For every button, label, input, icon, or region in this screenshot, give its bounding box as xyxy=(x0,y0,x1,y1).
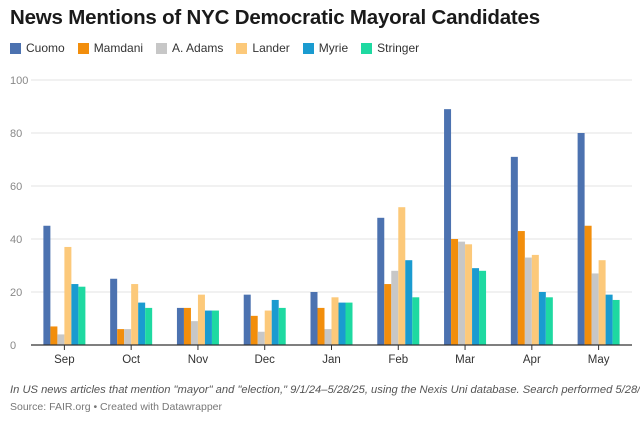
bar xyxy=(176,307,184,345)
x-tick-label: Dec xyxy=(254,354,275,366)
bar xyxy=(398,207,406,345)
bar xyxy=(517,231,525,345)
bar xyxy=(524,257,532,345)
y-tick-label: 100 xyxy=(10,75,28,87)
bar xyxy=(598,260,606,345)
bar xyxy=(64,246,72,345)
legend-item: Mamdani xyxy=(77,41,144,55)
legend-swatch xyxy=(361,42,373,54)
legend-item: Myrie xyxy=(302,41,349,55)
bar xyxy=(190,321,198,345)
y-tick-label: 0 xyxy=(10,340,16,352)
chart-title: News Mentions of NYC Democratic Mayoral … xyxy=(10,6,540,29)
bar xyxy=(405,260,413,345)
bar xyxy=(278,307,286,345)
bar xyxy=(444,109,452,346)
x-tick-label: Jan xyxy=(322,354,341,366)
bar xyxy=(479,270,487,345)
y-tick-label: 60 xyxy=(10,181,22,193)
chart-source: Source: FAIR.org • Created with Datawrap… xyxy=(10,401,223,413)
bar xyxy=(412,297,420,345)
bar xyxy=(465,244,473,345)
bar xyxy=(538,292,546,345)
legend-swatch xyxy=(236,42,248,54)
bar xyxy=(345,302,353,345)
bar xyxy=(131,284,139,345)
y-tick-label: 20 xyxy=(10,287,22,299)
x-tick-label: Nov xyxy=(188,354,209,366)
bar xyxy=(384,284,392,345)
bar xyxy=(317,307,325,345)
bar xyxy=(257,331,265,345)
legend-item: Stringer xyxy=(361,41,419,55)
bar xyxy=(50,326,58,345)
x-tick-label: May xyxy=(588,354,610,366)
bar xyxy=(117,329,125,345)
legend-label: Cuomo xyxy=(26,41,65,55)
legend-label: Lander xyxy=(252,41,290,55)
legend-swatch xyxy=(10,42,21,54)
bar xyxy=(577,133,585,345)
bar xyxy=(264,310,272,345)
bar xyxy=(451,239,459,345)
bar xyxy=(204,310,212,345)
x-tick-label: Feb xyxy=(388,354,408,366)
legend-label: Myrie xyxy=(318,41,349,55)
bar xyxy=(124,329,132,345)
bar xyxy=(391,270,399,345)
bar xyxy=(197,294,205,345)
bar xyxy=(472,268,480,345)
x-tick-label: Mar xyxy=(455,354,475,366)
bar xyxy=(250,315,258,345)
legend-item: Cuomo xyxy=(10,41,65,55)
x-tick-label: Oct xyxy=(122,354,141,366)
bar xyxy=(110,278,118,345)
x-tick-label: Apr xyxy=(523,354,541,366)
bar xyxy=(43,225,51,345)
bar xyxy=(510,156,518,345)
bar xyxy=(545,297,553,345)
bar xyxy=(612,299,620,345)
bar xyxy=(57,334,65,345)
bar xyxy=(211,310,219,345)
bar xyxy=(78,286,86,345)
legend-swatch xyxy=(302,42,314,54)
bar xyxy=(591,273,599,345)
bar xyxy=(71,284,79,345)
bar xyxy=(331,297,339,345)
bar xyxy=(338,302,346,345)
bar xyxy=(584,225,592,345)
legend-item: Lander xyxy=(236,41,290,55)
legend-swatch xyxy=(156,42,168,54)
bar xyxy=(377,217,385,345)
bar xyxy=(605,294,613,345)
legend-swatch xyxy=(77,42,89,54)
bar xyxy=(183,307,191,345)
bar xyxy=(310,292,318,345)
legend: Cuomo Mamdani A. Adams Lander Myrie Stringer xyxy=(10,41,432,55)
y-tick-label: 80 xyxy=(10,128,22,140)
bar xyxy=(138,302,146,345)
y-tick-label: 40 xyxy=(10,234,22,246)
legend-item: A. Adams xyxy=(156,41,223,55)
bar xyxy=(145,307,153,345)
bar xyxy=(324,329,332,345)
bar xyxy=(271,299,279,345)
x-tick-label: Sep xyxy=(54,354,74,366)
bar xyxy=(531,254,539,345)
legend-label: A. Adams xyxy=(172,41,224,55)
legend-label: Mamdani xyxy=(93,41,144,55)
bar xyxy=(458,241,466,345)
chart-notes: In US news articles that mention "mayor"… xyxy=(10,384,640,396)
bar xyxy=(243,294,251,345)
legend-label: Stringer xyxy=(377,41,420,55)
